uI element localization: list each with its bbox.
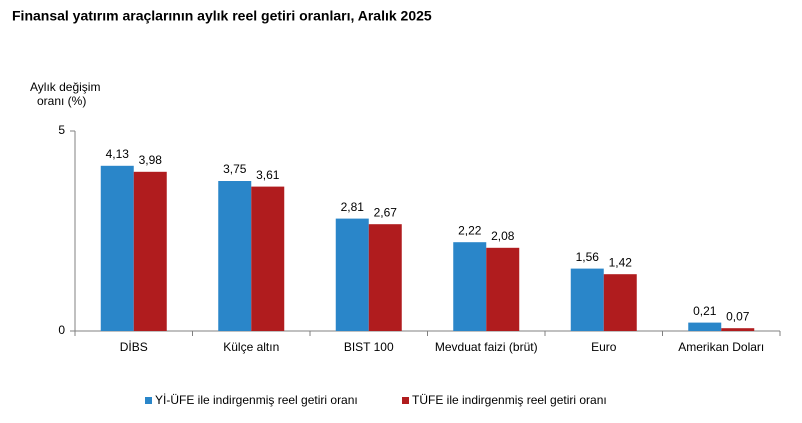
legend-label: TÜFE ile indirgenmiş reel getiri oranı [412,393,607,407]
bar [603,274,637,331]
value-label: 1,42 [609,255,633,269]
bar [100,165,134,331]
x-tick-label: Külçe altın [223,340,279,354]
value-label: 3,98 [139,153,163,167]
bar [368,224,402,331]
x-tick-label: Euro [591,340,617,354]
x-tick-label: DİBS [120,340,148,354]
bar [218,181,252,331]
bar [335,218,369,331]
bar [721,328,755,331]
bar [133,171,167,331]
y-tick-label: 5 [58,123,65,137]
value-label: 3,61 [256,168,280,182]
x-tick-label: BIST 100 [344,340,394,354]
bar [453,242,487,331]
bar [486,247,520,331]
value-label: 2,22 [458,223,482,237]
value-label: 0,07 [726,309,750,323]
value-label: 2,67 [374,205,398,219]
y-axis-label: oranı (%) [37,94,86,108]
bar [251,186,285,331]
bar [570,268,604,331]
value-label: 1,56 [576,250,600,264]
bar [688,322,722,331]
value-label: 2,08 [491,229,515,243]
chart-title: Finansal yatırım araçlarının aylık reel … [12,8,432,24]
legend-swatch [145,397,152,404]
value-label: 3,75 [223,162,247,176]
value-label: 4,13 [106,147,130,161]
y-axis-label: Aylık değişim [30,80,100,94]
y-tick-label: 0 [58,323,65,337]
value-label: 2,81 [341,200,365,214]
legend-label: Yİ-ÜFE ile indirgenmiş reel getiri oranı [155,393,358,407]
value-label: 0,21 [693,304,717,318]
x-tick-label: Mevduat faizi (brüt) [435,340,538,354]
x-tick-label: Amerikan Doları [678,340,764,354]
legend-swatch [402,397,409,404]
